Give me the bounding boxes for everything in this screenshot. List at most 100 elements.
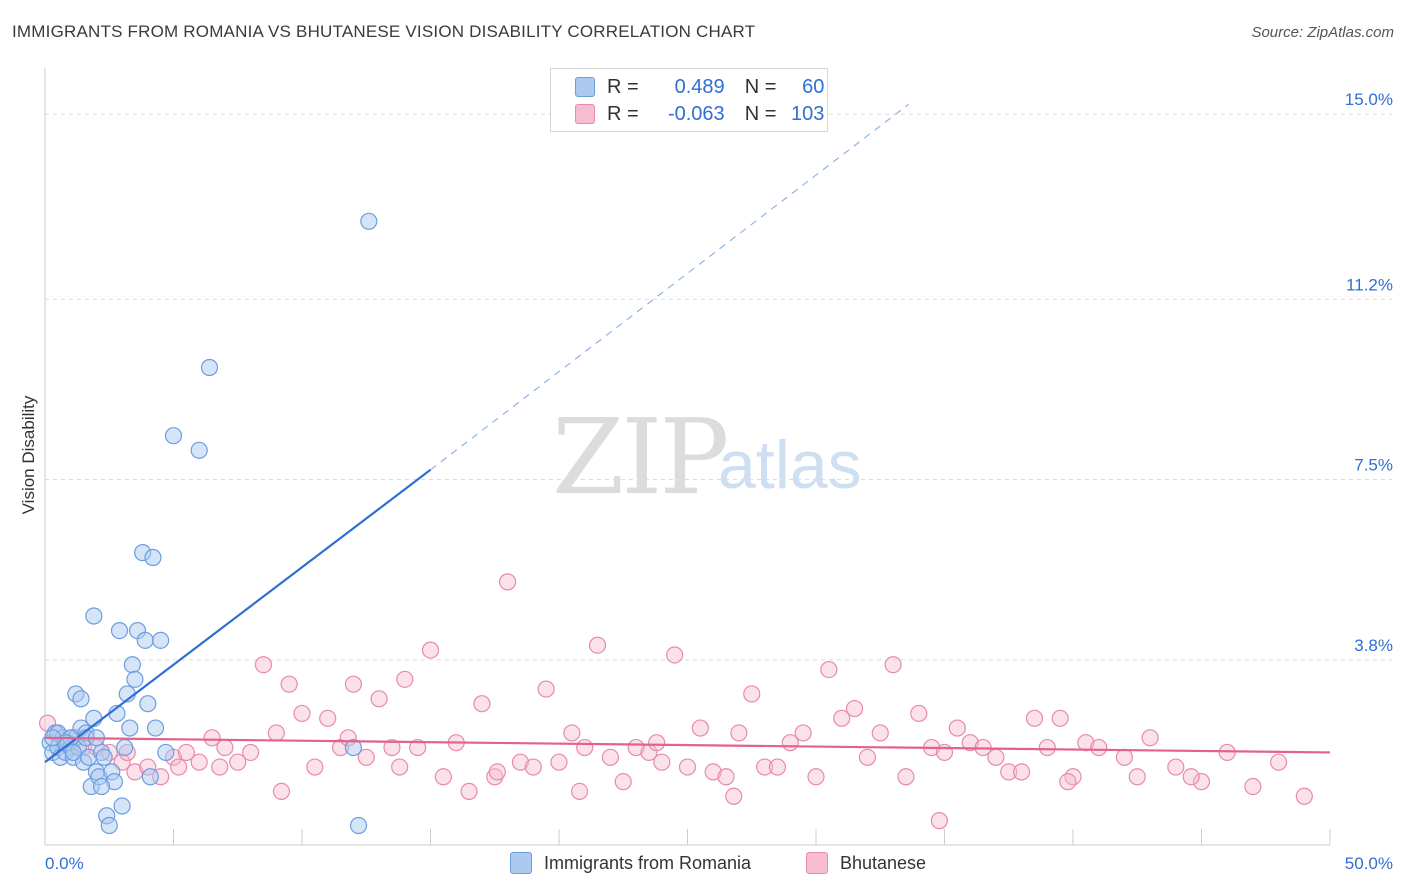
bhutanese-point — [242, 743, 260, 762]
bhutanese-point — [768, 758, 787, 776]
bhutanese-point — [884, 656, 902, 674]
bhutanese-point — [961, 734, 979, 752]
y-tick-label: 7.5% — [1354, 456, 1393, 475]
romania-point — [157, 743, 175, 762]
bhutanese-point — [576, 738, 594, 757]
bottom-legend-label-romania: Immigrants from Romania — [544, 852, 752, 873]
romania-point — [349, 816, 368, 835]
bhutanese-point — [1059, 773, 1077, 791]
romania-point — [116, 738, 134, 757]
bhutanese-point — [1192, 773, 1211, 791]
bhutanese-point — [563, 724, 581, 742]
bhutanese-point — [1244, 777, 1262, 796]
bhutanese-point — [409, 738, 427, 757]
bhutanese-point — [190, 753, 208, 771]
bhutanese-point — [1269, 753, 1288, 771]
bhutanese-point — [177, 743, 195, 762]
romania-point — [126, 670, 144, 688]
bhutanese-point — [845, 699, 864, 718]
romania-point — [92, 777, 111, 796]
bottom-legend-swatch-romania — [510, 852, 532, 874]
romania-point — [344, 738, 362, 757]
bhutanese-point — [794, 724, 812, 742]
romania-point — [121, 719, 139, 737]
romania-points — [41, 212, 378, 835]
bhutanese-point — [678, 758, 697, 776]
romania-point — [190, 441, 208, 459]
y-tick-label: 15.0% — [1345, 90, 1393, 109]
romania-trend-extension — [430, 103, 909, 471]
bhutanese-point — [588, 636, 607, 654]
legend-swatch-romania — [575, 77, 595, 97]
romania-point — [360, 212, 378, 230]
bhutanese-point — [935, 743, 954, 762]
bhutanese-point — [1038, 738, 1056, 757]
bhutanese-point — [216, 738, 234, 757]
bhutanese-point — [280, 675, 298, 693]
bhutanese-point — [1295, 787, 1313, 805]
source-credit: Source: ZipAtlas.com — [1251, 24, 1394, 41]
bhutanese-point — [1012, 763, 1031, 781]
bhutanese-point — [666, 646, 684, 664]
bhutanese-point — [488, 763, 506, 781]
legend-swatch-bhutanese — [575, 104, 595, 124]
bhutanese-point — [267, 724, 285, 742]
y-axis-label: Vision Disability — [19, 395, 38, 514]
correlation-legend: R = 0.489 N = 60 R = -0.063 N = 103 — [550, 68, 828, 132]
chart-title: IMMIGRANTS FROM ROMANIA VS BHUTANESE VIS… — [12, 22, 756, 41]
bottom-legend-label-bhutanese: Bhutanese — [840, 852, 927, 873]
bhutanese-point — [897, 768, 915, 786]
bottom-legend-swatch-bhutanese — [806, 852, 828, 874]
romania-point — [95, 748, 113, 766]
bhutanese-point — [229, 753, 247, 771]
legend-r-label: R = — [607, 102, 639, 125]
legend-n-value: 60 — [802, 75, 825, 98]
bhutanese-point — [293, 704, 311, 723]
romania-point — [164, 427, 183, 445]
bhutanese-point — [987, 748, 1005, 766]
romania-point — [85, 607, 103, 625]
bhutanese-point — [648, 734, 666, 752]
trend-lines — [44, 103, 1331, 764]
bhutanese-point — [537, 680, 555, 698]
bhutanese-point — [383, 738, 401, 757]
bhutanese-point — [170, 758, 188, 776]
bhutanese-point — [1064, 768, 1082, 786]
romania-point — [141, 768, 159, 786]
legend-r-value: 0.489 — [674, 75, 725, 98]
legend-n-label: N = — [744, 102, 777, 125]
y-tick-label: 3.8% — [1354, 636, 1393, 655]
bhutanese-point — [1051, 709, 1069, 727]
bhutanese-point — [717, 768, 735, 786]
gridlines — [45, 113, 1392, 661]
bhutanese-point — [473, 695, 491, 713]
bhutanese-trend-line — [44, 736, 1331, 754]
bhutanese-point — [211, 758, 229, 776]
bhutanese-point — [1167, 758, 1185, 776]
bhutanese-point — [601, 748, 620, 766]
bhutanese-point — [730, 724, 748, 742]
bhutanese-point — [755, 758, 774, 776]
romania-point — [200, 358, 219, 377]
bhutanese-point — [725, 787, 743, 805]
romania-point — [72, 690, 90, 708]
romania-point — [144, 548, 162, 567]
romania-point — [113, 797, 131, 815]
bhutanese-point — [344, 675, 362, 693]
bhutanese-point — [319, 709, 337, 727]
legend-n-label: N = — [744, 75, 777, 98]
bhutanese-point — [743, 685, 761, 703]
bhutanese-point — [434, 768, 452, 786]
tick-labels: 3.8% 7.5% 11.2% 15.0% 0.0% 50.0% — [45, 90, 1393, 873]
bhutanese-point — [1000, 763, 1018, 781]
bhutanese-point — [858, 748, 877, 766]
bhutanese-point — [910, 704, 928, 723]
legend-r-label: R = — [607, 75, 639, 98]
romania-trend-line — [44, 468, 432, 764]
bhutanese-point — [1182, 768, 1200, 786]
bhutanese-point — [486, 768, 504, 786]
bottom-legend-romania: Immigrants from Romania — [510, 852, 751, 874]
bhutanese-point — [820, 660, 838, 679]
bhutanese-point — [1218, 743, 1236, 762]
